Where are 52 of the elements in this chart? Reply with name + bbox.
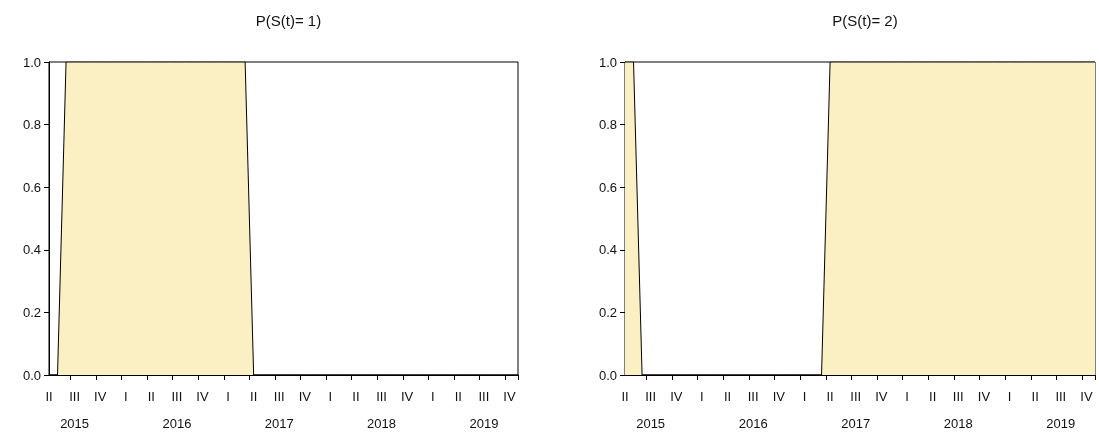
x-tick-label: III 2017 [841, 389, 871, 431]
x-tick-label: III 2015 [60, 389, 90, 431]
x-tick-label: III 2019 [469, 389, 499, 431]
x-tick-label: IV [196, 389, 209, 404]
x-tick-label: I [1007, 389, 1012, 404]
x-tick-label: IV [875, 389, 888, 404]
y-tick-label: 0.4 [598, 242, 617, 258]
x-tick-label: I [802, 389, 807, 404]
x-tick-label: IV [298, 389, 312, 404]
x-tick-label: III 2017 [264, 389, 294, 431]
x-tick-label: I [328, 389, 333, 404]
x-tick-label: III 2019 [1046, 389, 1076, 431]
y-tick-label: 0.2 [598, 304, 617, 320]
x-tick-label: II [250, 389, 258, 404]
y-tick-label: 0.4 [22, 242, 41, 258]
y-tick-label: 0.0 [22, 367, 41, 383]
y-tick-label: 0.6 [22, 179, 41, 195]
y-tick-label: 1.0 [598, 54, 617, 70]
x-tick-label: IV [977, 389, 991, 404]
x-tick-label: III 2016 [162, 389, 192, 431]
x-tick-label: IV [1080, 389, 1093, 404]
x-tick-label: I [226, 389, 230, 404]
y-tick-label: 0.8 [22, 117, 41, 133]
y-tick-label: 0.2 [22, 304, 41, 320]
y-tick-label: 0.0 [598, 367, 617, 383]
y-tick-label: 1.0 [22, 54, 41, 70]
x-tick-label: IV [503, 389, 516, 404]
x-tick-label: III 2015 [636, 389, 666, 431]
x-tick-label: IV [670, 389, 683, 404]
x-tick-label: II [929, 389, 937, 404]
x-tick-label: II [45, 389, 53, 404]
x-tick-label: II [1031, 389, 1039, 404]
x-tick-label: II [621, 389, 629, 404]
x-tick-label: II [147, 389, 155, 404]
x-tick-label: II [723, 389, 732, 404]
x-tick-label: I [123, 389, 128, 404]
x-tick-label: III 2016 [738, 389, 768, 431]
chart-title: P(S(t)= 1) [255, 12, 322, 29]
chart-title: P(S(t)= 2) [832, 12, 898, 29]
x-tick-label: II [826, 389, 834, 404]
x-tick-label: IV [401, 389, 414, 404]
x-tick-label: IV [772, 389, 786, 404]
x-tick-label: II [454, 389, 462, 404]
x-tick-label: II [352, 389, 360, 404]
x-tick-label: III 2018 [367, 389, 397, 431]
x-tick-label: III 2018 [943, 389, 973, 431]
y-tick-label: 0.6 [598, 179, 617, 195]
x-tick-label: I [700, 389, 704, 404]
x-tick-label: IV [94, 389, 107, 404]
x-tick-label: I [430, 389, 435, 404]
y-tick-label: 0.8 [598, 117, 617, 133]
x-tick-label: I [905, 389, 909, 404]
